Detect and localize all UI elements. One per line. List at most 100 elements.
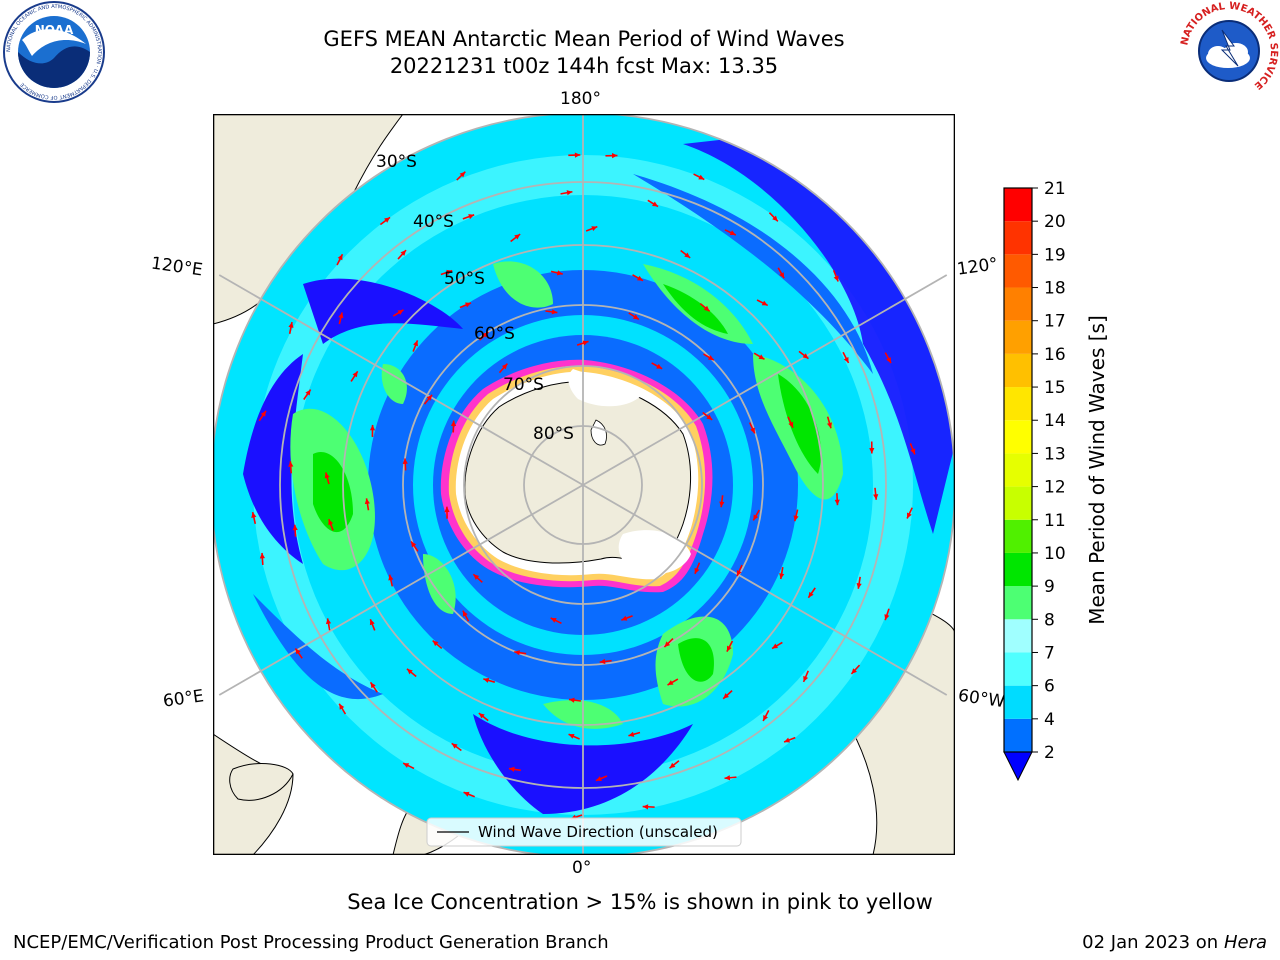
wind-arrow-icon (292, 524, 298, 537)
colorbar: 2 4 6 7 8 9 10 11 12 13 14 15 16 17 18 19 20 21 (1003, 180, 1066, 782)
colorbar-segment (1004, 320, 1032, 354)
chart-subtitle: 20221231 t00z 144h fcst Max: 13.35 (389, 54, 779, 78)
wind-arrow-icon (379, 216, 391, 226)
wind-arrow-icon (412, 340, 419, 352)
colorbar-tick-label: 21 (1044, 180, 1066, 199)
wind-arrow-icon (472, 573, 483, 583)
wind-arrow-icon (842, 351, 850, 364)
wind-arrow-icon (798, 350, 809, 360)
wind-arrow-icon (336, 253, 344, 266)
wind-arrow-icon (338, 312, 344, 325)
wind-arrow-icon (451, 742, 462, 752)
wind-arrow-icon (478, 331, 489, 341)
wind-arrow-icon (550, 617, 562, 625)
wind-arrow-icon (807, 587, 816, 599)
wind-arrow-icon (726, 640, 734, 652)
colorbar-segments (1003, 187, 1033, 782)
noaa-logo: NATIONAL OCEANIC AND ATMOSPHERIC ADMINIS… (3, 1, 105, 103)
wind-arrow-icon (787, 416, 794, 429)
wind-arrow-icon (722, 690, 733, 700)
wind-arrow-icon (884, 352, 892, 364)
colorbar-tick-label: 14 (1044, 411, 1066, 431)
colorbar-frame (1003, 187, 1033, 753)
colorbar-tick-label: 13 (1044, 444, 1066, 464)
wind-arrow-icon (303, 389, 312, 400)
wind-arrow-icon (585, 225, 598, 232)
chart-title: GEFS MEAN Antarctic Mean Period of Wind … (323, 27, 845, 51)
wind-arrow-icon (873, 487, 879, 500)
wind-arrow-icon (771, 641, 783, 650)
wind-arrow-icon (459, 302, 472, 309)
graticule (213, 114, 955, 855)
wind-arrow-icon (628, 731, 641, 737)
lat-label-30s: 30°S (376, 152, 417, 172)
wind-arrow-icon (560, 190, 573, 196)
colorbar-segment (1004, 387, 1032, 421)
meridian-line (582, 274, 948, 486)
colorbar-tick-label: 9 (1044, 577, 1055, 597)
wind-arrow-icon (328, 518, 334, 531)
wind-arrow-icon (605, 153, 618, 159)
wind-arrow-icon (724, 775, 737, 781)
wind-arrow-icon (369, 424, 376, 437)
wind-arrow-icon (909, 442, 916, 455)
wind-arrow-icon (483, 677, 496, 683)
colorbar-segment (1004, 188, 1032, 222)
wind-arrow-icon (462, 214, 475, 220)
colorbar-segment (1004, 519, 1032, 553)
colorbar-tick-label: 15 (1044, 378, 1066, 398)
colorbar-segment (1004, 353, 1032, 388)
wind-arrow-icon (397, 249, 407, 260)
wind-arrow-icon (599, 658, 612, 665)
wind-arrow-icon (388, 574, 394, 587)
wind-arrow-icon (294, 647, 303, 659)
colorbar-tick-label: 6 (1044, 677, 1055, 697)
wind-direction-arrows (251, 152, 916, 820)
colorbar-tick-label: 17 (1044, 312, 1066, 332)
wind-arrow-icon (369, 618, 376, 631)
wind-arrow-icon (762, 709, 770, 722)
wind-arrow-icon (444, 506, 450, 519)
map-legend: Wind Wave Direction (unscaled) (426, 817, 742, 847)
wind-arrow-icon (719, 495, 725, 508)
colorbar-segment (1004, 718, 1032, 752)
wind-arrow-icon (702, 411, 713, 421)
meridian-line (218, 274, 584, 486)
wind-arrow-icon (834, 493, 840, 506)
colorbar-tick-label: 19 (1044, 245, 1066, 265)
colorbar-segment (1004, 685, 1032, 719)
wind-arrow-icon (694, 562, 701, 575)
wind-arrow-icon (628, 312, 640, 321)
colorbar-segment (1004, 586, 1032, 620)
wind-arrow-icon (550, 270, 563, 276)
colorbar-segment (1004, 486, 1032, 520)
colorbar-segment (1004, 619, 1032, 653)
wind-arrow-icon (826, 416, 832, 429)
map-frame (213, 114, 955, 855)
wind-arrow-icon (753, 352, 765, 361)
meridian-line (218, 484, 584, 696)
wind-arrow-icon (402, 762, 415, 770)
wind-arrow-icon (288, 461, 294, 474)
wind-arrow-icon (456, 171, 466, 181)
wind-arrow-icon (856, 576, 862, 589)
wind-arrow-icon (450, 420, 457, 433)
wind-arrow-icon (693, 173, 705, 181)
wind-arrow-icon (699, 303, 711, 312)
wind-arrow-icon (783, 736, 796, 743)
colorbar-segment (1004, 221, 1032, 255)
wind-arrow-icon (259, 552, 265, 565)
wind-arrow-icon (680, 249, 691, 259)
noaa-logo-text: NOAA (35, 23, 74, 37)
colorbar-extend-arrow (1003, 751, 1033, 782)
wind-arrow-icon (779, 566, 785, 580)
colorbar-tick-label: 11 (1044, 511, 1066, 531)
colorbar-tick-label: 20 (1044, 212, 1066, 232)
wind-arrow-icon (498, 363, 508, 374)
wind-arrow-icon (802, 670, 809, 683)
wind-arrow-icon (545, 309, 558, 315)
wind-arrow-icon (462, 610, 470, 622)
wind-arrow-icon (736, 564, 743, 577)
wind-arrow-icon (406, 668, 417, 678)
wind-arrow-icon (703, 353, 715, 361)
